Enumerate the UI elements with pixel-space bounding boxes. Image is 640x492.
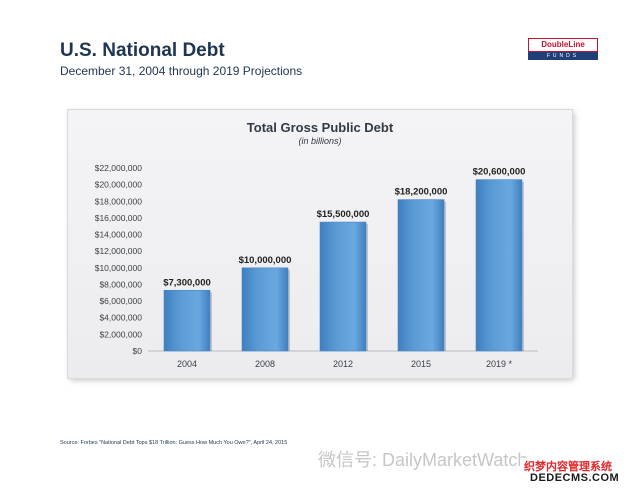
y-tick-label: $6,000,000 — [99, 296, 142, 306]
source-note: Source: Forbes "National Debt Tops $18 T… — [60, 440, 288, 446]
x-tick-label: 2019 * — [486, 359, 513, 369]
y-tick-label: $18,000,000 — [95, 196, 143, 206]
y-tick-label: $8,000,000 — [99, 279, 142, 289]
x-tick-label: 2004 — [177, 359, 197, 369]
bar — [397, 199, 445, 352]
chart-panel: Total Gross Public Debt (in billions) $0… — [68, 110, 572, 378]
y-tick-label: $10,000,000 — [95, 263, 143, 273]
wechat-watermark: 微信号: DailyMarketWatch — [318, 450, 528, 470]
x-tick-label: 2008 — [255, 359, 275, 369]
logo-name: DoubleLine — [528, 38, 598, 52]
data-label: $7,300,000 — [163, 277, 211, 288]
y-tick-label: $2,000,000 — [99, 329, 142, 339]
data-label: $18,200,000 — [395, 187, 448, 198]
bar-chart: $0 $2,000,000 $4,000,000 $6,000,000 $8,000,0… — [95, 163, 538, 369]
bar — [163, 289, 211, 352]
dedecms-badge — [520, 458, 638, 488]
y-tick-label: $12,000,000 — [95, 246, 143, 256]
x-tick-label: 2012 — [333, 359, 353, 369]
slide-title: U.S. National Debt — [60, 40, 225, 61]
data-label: $15,500,000 — [317, 209, 370, 220]
y-tick-label: $22,000,000 — [95, 163, 143, 173]
dedecms-badge-line1: 织梦内容管理系统 — [524, 461, 612, 473]
bar — [241, 267, 289, 352]
chart-subtitle: (in billions) — [298, 136, 342, 146]
y-tick-label: $16,000,000 — [95, 213, 143, 223]
y-tick-label: $4,000,000 — [99, 313, 142, 323]
bar — [319, 221, 367, 352]
doubleline-logo: DoubleLine FUNDS — [528, 38, 598, 60]
bar — [475, 179, 523, 352]
slide-subtitle: December 31, 2004 through 2019 Projectio… — [60, 64, 303, 78]
y-tick-label: $0 — [133, 346, 143, 356]
y-tick-label: $20,000,000 — [95, 180, 143, 190]
x-tick-label: 2015 — [411, 359, 431, 369]
dedecms-badge-line2: DEDECMS.COM — [530, 472, 620, 484]
chart-title: Total Gross Public Debt — [246, 120, 394, 135]
logo-tagline: FUNDS — [528, 52, 598, 60]
data-label: $20,600,000 — [473, 167, 526, 178]
y-tick-label: $14,000,000 — [95, 230, 143, 240]
data-label: $10,000,000 — [239, 255, 292, 266]
